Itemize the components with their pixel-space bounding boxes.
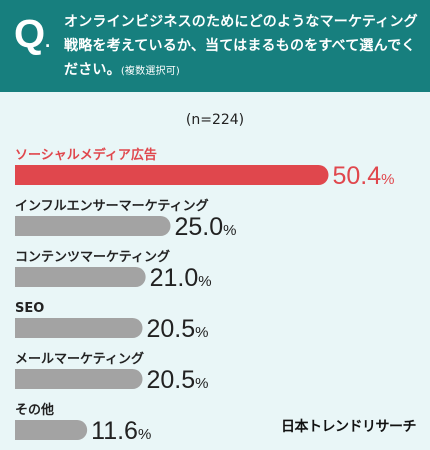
category-label: その他 [15, 402, 54, 418]
bar [15, 165, 329, 185]
category-label: インフルエンサーマーケティング [15, 198, 209, 214]
bar [15, 318, 143, 338]
bar [15, 216, 171, 236]
sample-size-label: (n=224) [185, 112, 245, 128]
category-label: SEO [15, 301, 44, 316]
value-label: 20.5% [147, 366, 209, 394]
bar-left-cap [15, 318, 35, 338]
question-text: オンラインビジネスのためにどのようなマーケティング戦略を考えているか、当てはまる… [64, 14, 418, 78]
value-label: 21.0% [150, 264, 212, 292]
value-label: 25.0% [175, 213, 237, 241]
question-mark: Q. [14, 12, 51, 56]
bar [15, 267, 146, 287]
value-label: 11.6% [91, 417, 151, 445]
value-label: 50.4% [332, 162, 394, 190]
bar-left-cap [15, 165, 35, 185]
value-label: 20.5% [147, 315, 209, 343]
bar [15, 369, 143, 389]
category-label: コンテンツマーケティング [15, 249, 170, 265]
bar-left-cap [15, 216, 35, 236]
question-note: (複数選択可) [120, 66, 181, 77]
bar-left-cap [15, 420, 35, 440]
bar-left-cap [15, 369, 35, 389]
question-header: Q. オンラインビジネスのためにどのようなマーケティング戦略を考えているか、当て… [0, 0, 430, 92]
bar-left-cap [15, 267, 35, 287]
category-label: ソーシャルメディア広告 [15, 147, 157, 163]
brand-logo: 日本トレンドリサーチ [281, 419, 417, 435]
category-label: メールマーケティング [15, 351, 144, 367]
